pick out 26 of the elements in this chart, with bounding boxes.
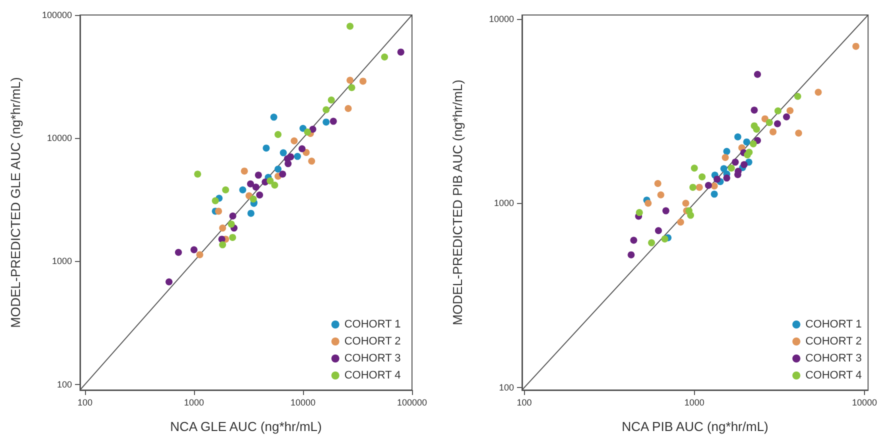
x-tick-label: 100: [516, 398, 532, 408]
legend-label: COHORT 4: [805, 370, 862, 382]
y-tick-label: 1000: [52, 256, 72, 266]
legend-label: COHORT 3: [344, 352, 401, 364]
y-axis-title: MODEL-PREDICTED PIB AUC (ng*hr/mL): [450, 80, 465, 326]
x-tick-label: 100: [77, 398, 93, 408]
legend-label: COHORT 4: [344, 370, 401, 382]
y-axis-title: MODEL-PREDICTED GLE AUC (ng*hr/mL): [8, 77, 23, 328]
x-tick-label: 1000: [684, 398, 704, 408]
y-tick-label: 10000: [488, 14, 514, 24]
x-axis-title: NCA PIB AUC (ng*hr/mL): [622, 419, 768, 434]
x-axis-title: NCA GLE AUC (ng*hr/mL): [170, 419, 322, 434]
x-tick-label: 1000: [184, 398, 204, 408]
x-tick-label: 10000: [290, 398, 316, 408]
legend-label: COHORT 3: [805, 352, 862, 364]
x-tick-label: 100000: [396, 398, 428, 408]
y-tick-label: 100: [56, 379, 72, 390]
legend-label: COHORT 2: [805, 336, 862, 348]
y-tick-label: 100000: [42, 10, 72, 20]
legend-label: COHORT 2: [344, 336, 401, 348]
y-tick-label: 100: [498, 382, 514, 393]
legend-label: COHORT 1: [344, 318, 401, 330]
y-tick-label: 10000: [46, 133, 72, 144]
y-tick-label: 1000: [494, 198, 514, 208]
x-tick-label: 10000: [852, 398, 877, 408]
legend-label: COHORT 1: [805, 318, 862, 330]
